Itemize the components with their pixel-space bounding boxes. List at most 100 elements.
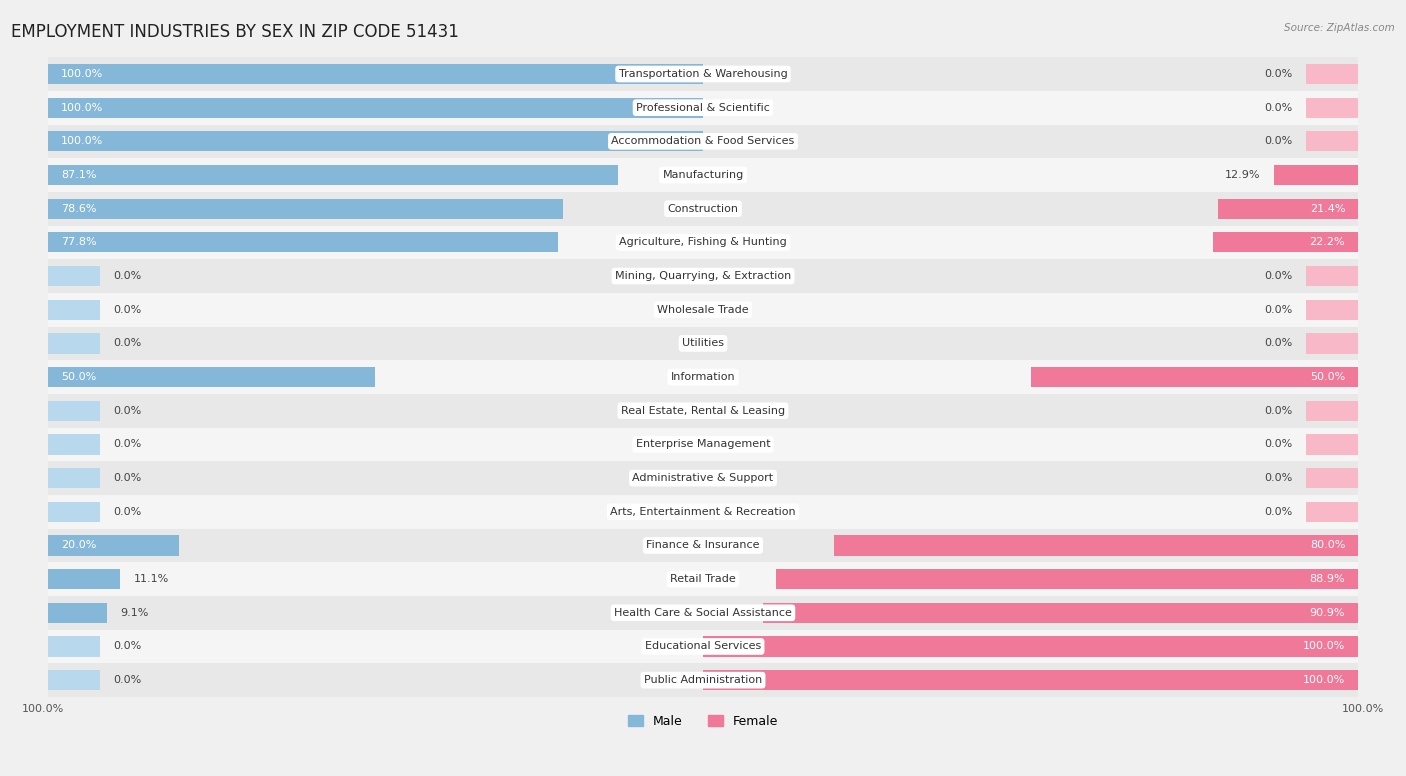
Bar: [48, 266, 100, 286]
Text: Accommodation & Food Services: Accommodation & Food Services: [612, 137, 794, 147]
Text: 0.0%: 0.0%: [1264, 271, 1292, 281]
Text: 0.0%: 0.0%: [114, 473, 142, 483]
Text: Mining, Quarrying, & Extraction: Mining, Quarrying, & Extraction: [614, 271, 792, 281]
Bar: [48, 596, 1358, 629]
Text: Professional & Scientific: Professional & Scientific: [636, 102, 770, 113]
Bar: [1213, 232, 1358, 252]
Text: 50.0%: 50.0%: [1310, 372, 1346, 382]
Bar: [48, 428, 1358, 461]
Bar: [48, 91, 1358, 124]
Text: 0.0%: 0.0%: [1264, 137, 1292, 147]
Bar: [1306, 300, 1358, 320]
Text: 0.0%: 0.0%: [114, 271, 142, 281]
Bar: [48, 360, 1358, 394]
Text: 80.0%: 80.0%: [1310, 540, 1346, 550]
Text: 0.0%: 0.0%: [114, 507, 142, 517]
Text: Source: ZipAtlas.com: Source: ZipAtlas.com: [1284, 23, 1395, 33]
Bar: [48, 192, 1358, 226]
Bar: [48, 569, 121, 589]
Legend: Male, Female: Male, Female: [623, 710, 783, 733]
Bar: [1218, 199, 1358, 219]
Bar: [762, 603, 1358, 623]
Text: Information: Information: [671, 372, 735, 382]
Text: 0.0%: 0.0%: [1264, 473, 1292, 483]
Text: 100.0%: 100.0%: [60, 69, 103, 79]
Bar: [1306, 64, 1358, 84]
Bar: [48, 259, 1358, 293]
Bar: [1306, 468, 1358, 488]
Text: Construction: Construction: [668, 204, 738, 213]
Text: 21.4%: 21.4%: [1309, 204, 1346, 213]
Bar: [48, 300, 100, 320]
Text: 0.0%: 0.0%: [1264, 69, 1292, 79]
Bar: [48, 636, 100, 656]
Text: 0.0%: 0.0%: [114, 338, 142, 348]
Text: 78.6%: 78.6%: [60, 204, 97, 213]
Text: Utilities: Utilities: [682, 338, 724, 348]
Text: 100.0%: 100.0%: [60, 137, 103, 147]
Bar: [48, 461, 1358, 495]
Text: 100.0%: 100.0%: [60, 102, 103, 113]
Bar: [48, 563, 1358, 596]
Bar: [48, 394, 1358, 428]
Text: 0.0%: 0.0%: [1264, 102, 1292, 113]
Text: 0.0%: 0.0%: [114, 675, 142, 685]
Bar: [48, 57, 1358, 91]
Bar: [1306, 98, 1358, 118]
Bar: [48, 400, 100, 421]
Text: 100.0%: 100.0%: [1303, 675, 1346, 685]
Bar: [48, 131, 703, 151]
Text: 0.0%: 0.0%: [114, 642, 142, 652]
Bar: [1306, 400, 1358, 421]
Bar: [48, 603, 107, 623]
Bar: [48, 367, 375, 387]
Text: 88.9%: 88.9%: [1309, 574, 1346, 584]
Bar: [48, 232, 558, 252]
Bar: [48, 226, 1358, 259]
Text: EMPLOYMENT INDUSTRIES BY SEX IN ZIP CODE 51431: EMPLOYMENT INDUSTRIES BY SEX IN ZIP CODE…: [11, 23, 460, 41]
Bar: [48, 468, 100, 488]
Text: 0.0%: 0.0%: [114, 439, 142, 449]
Bar: [703, 670, 1358, 691]
Text: Administrative & Support: Administrative & Support: [633, 473, 773, 483]
Bar: [48, 528, 1358, 563]
Bar: [48, 98, 703, 118]
Text: 90.9%: 90.9%: [1309, 608, 1346, 618]
Text: 11.1%: 11.1%: [134, 574, 169, 584]
Bar: [834, 535, 1358, 556]
Text: 0.0%: 0.0%: [1264, 406, 1292, 416]
Text: Real Estate, Rental & Leasing: Real Estate, Rental & Leasing: [621, 406, 785, 416]
Bar: [48, 124, 1358, 158]
Bar: [48, 663, 1358, 697]
Bar: [48, 199, 562, 219]
Text: 0.0%: 0.0%: [114, 305, 142, 315]
Bar: [776, 569, 1358, 589]
Bar: [1274, 165, 1358, 185]
Text: 12.9%: 12.9%: [1225, 170, 1261, 180]
Text: 100.0%: 100.0%: [1343, 704, 1385, 714]
Text: Retail Trade: Retail Trade: [671, 574, 735, 584]
Text: Health Care & Social Assistance: Health Care & Social Assistance: [614, 608, 792, 618]
Text: Educational Services: Educational Services: [645, 642, 761, 652]
Bar: [48, 495, 1358, 528]
Text: 0.0%: 0.0%: [1264, 507, 1292, 517]
Bar: [48, 435, 100, 455]
Text: 100.0%: 100.0%: [1303, 642, 1346, 652]
Text: 22.2%: 22.2%: [1309, 237, 1346, 248]
Text: Agriculture, Fishing & Hunting: Agriculture, Fishing & Hunting: [619, 237, 787, 248]
Text: 9.1%: 9.1%: [121, 608, 149, 618]
Bar: [1031, 367, 1358, 387]
Bar: [48, 64, 703, 84]
Bar: [48, 670, 100, 691]
Bar: [703, 636, 1358, 656]
Bar: [48, 293, 1358, 327]
Bar: [1306, 501, 1358, 522]
Text: 77.8%: 77.8%: [60, 237, 97, 248]
Text: Enterprise Management: Enterprise Management: [636, 439, 770, 449]
Bar: [48, 334, 100, 354]
Text: 0.0%: 0.0%: [114, 406, 142, 416]
Bar: [48, 535, 179, 556]
Text: Arts, Entertainment & Recreation: Arts, Entertainment & Recreation: [610, 507, 796, 517]
Bar: [48, 327, 1358, 360]
Text: 50.0%: 50.0%: [60, 372, 96, 382]
